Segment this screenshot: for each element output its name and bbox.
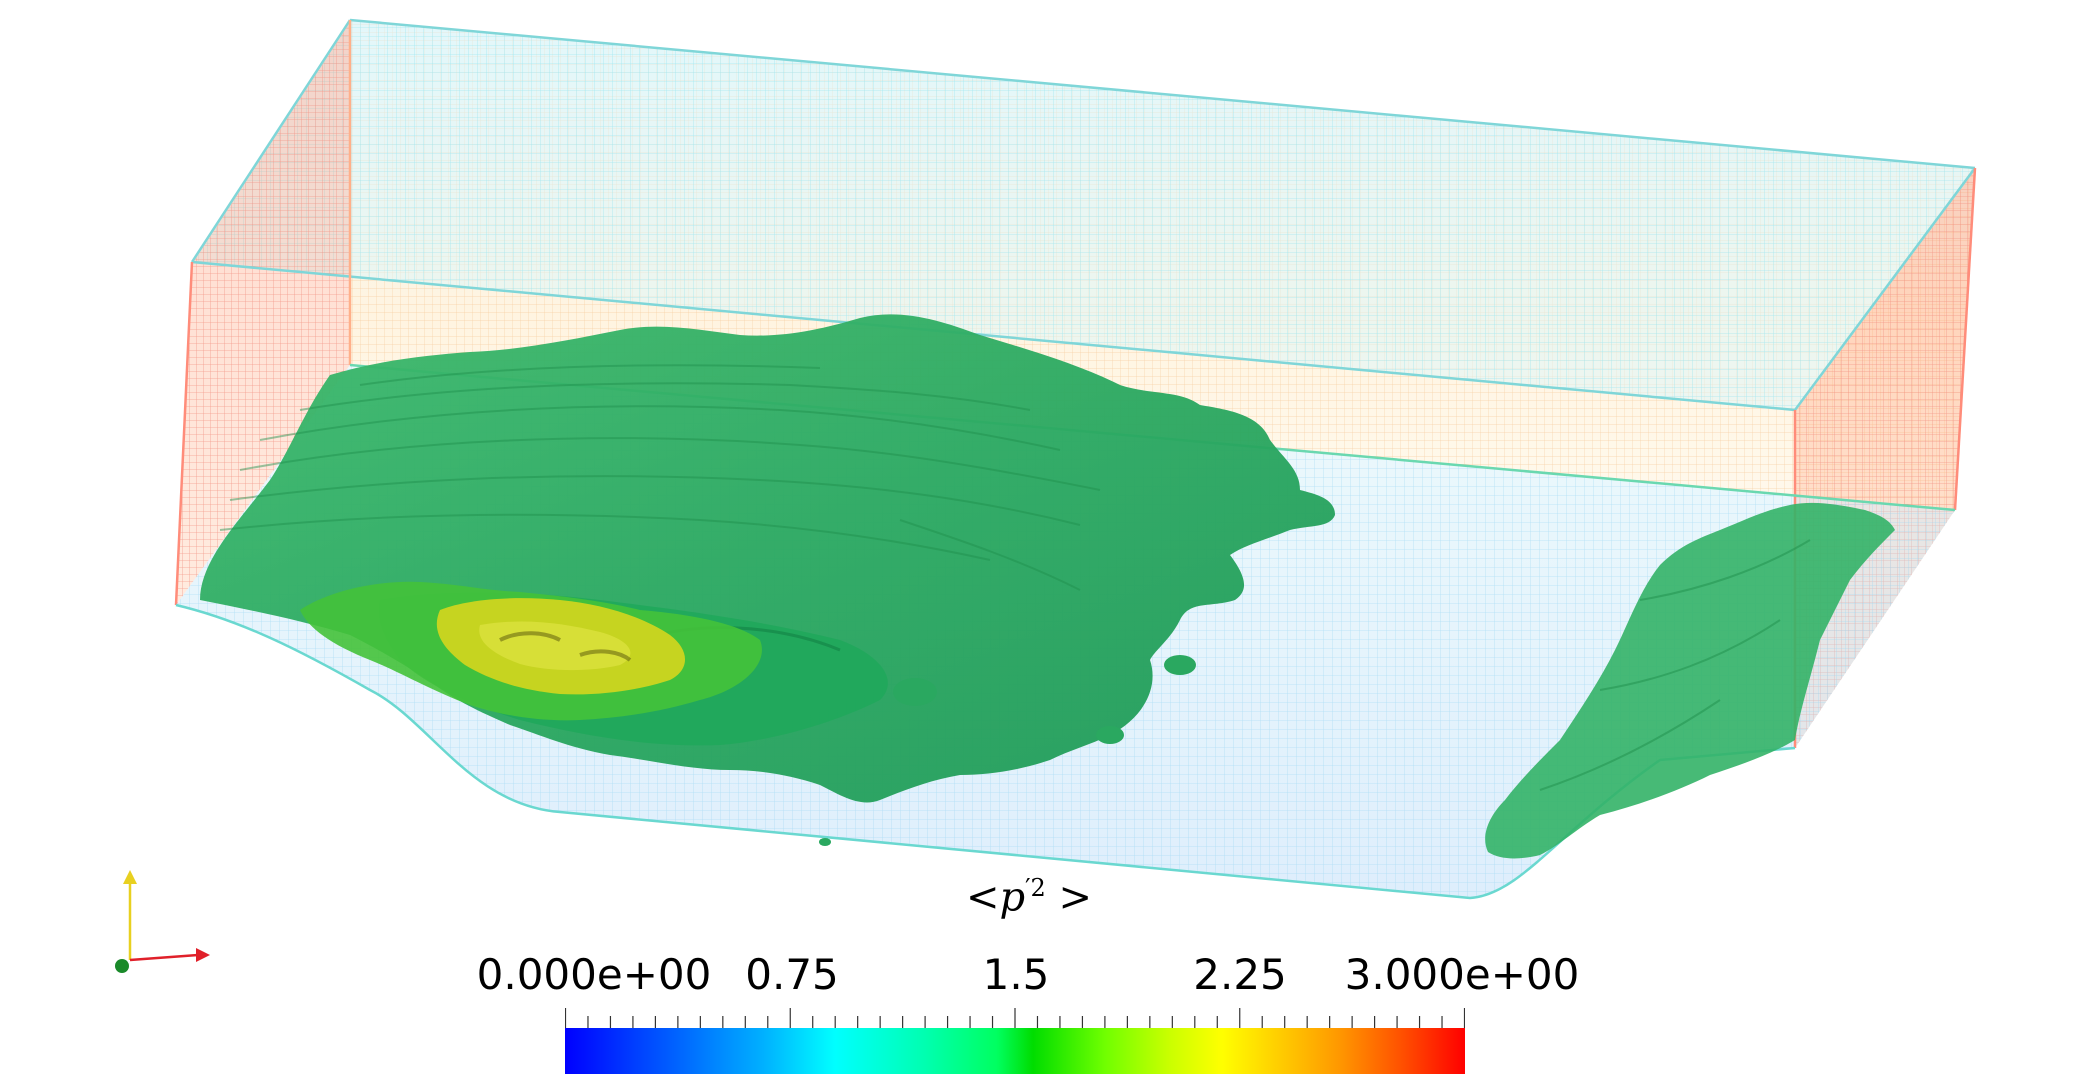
axis-y-arrow (123, 870, 137, 884)
colorbar-tick-label-min: 0.000e+00 (476, 950, 712, 999)
colorbar-tick-label-max: 3.000e+00 (1344, 950, 1580, 999)
isosurface-core (300, 581, 762, 721)
colorbar-tick-label: 0.75 (745, 950, 839, 999)
colorbar-tick-label: 2.25 (1193, 950, 1287, 999)
colorbar-ticks (565, 1008, 1465, 1028)
isosurface-outlet (1485, 502, 1895, 859)
colorbar-title-prefix: <p (965, 874, 1026, 921)
isosurface-fragments (819, 655, 1196, 846)
colorbar-title: <p′2 > (944, 874, 1114, 920)
colorbar (565, 1028, 1465, 1074)
orientation-axes (115, 870, 210, 973)
axis-z-marker (115, 959, 129, 973)
colorbar-tick-label: 1.5 (982, 950, 1050, 999)
colorbar-title-suffix: > (1045, 874, 1093, 921)
axis-x-arrow (196, 948, 210, 962)
colorbar-title-sup: ′2 (1025, 874, 1046, 902)
